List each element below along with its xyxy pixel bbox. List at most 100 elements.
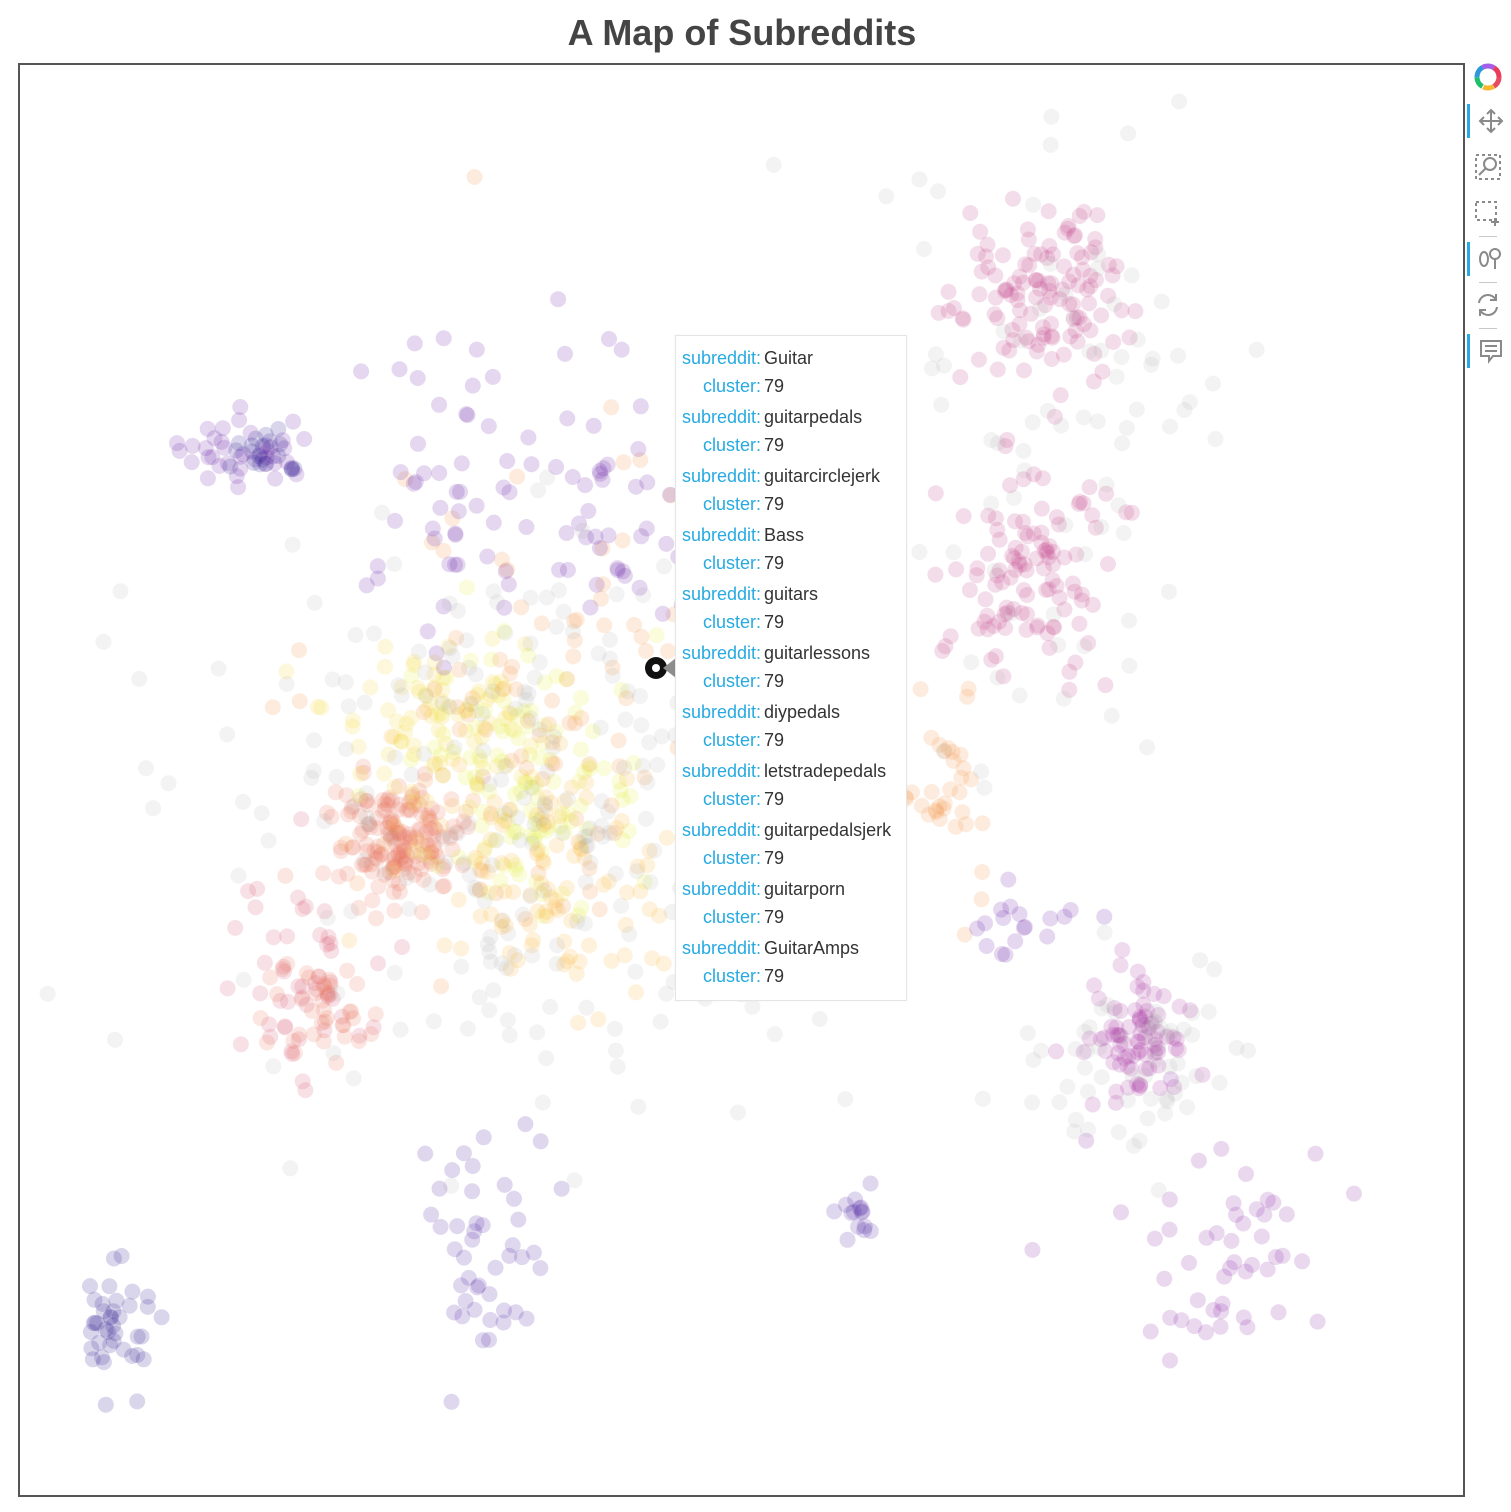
data-point[interactable] — [488, 758, 505, 775]
data-point[interactable] — [993, 946, 1010, 962]
data-point[interactable] — [524, 769, 541, 786]
data-point[interactable] — [496, 805, 513, 822]
data-point[interactable] — [1069, 309, 1085, 326]
data-point[interactable] — [529, 903, 546, 920]
data-point[interactable] — [508, 823, 525, 840]
data-point[interactable] — [548, 955, 565, 972]
data-point[interactable] — [352, 765, 369, 782]
data-point[interactable] — [435, 330, 452, 347]
data-point[interactable] — [351, 808, 368, 825]
data-point[interactable] — [1146, 1014, 1163, 1031]
data-point[interactable] — [294, 989, 311, 1006]
data-point[interactable] — [499, 453, 516, 469]
data-point[interactable] — [516, 790, 533, 806]
data-point[interactable] — [434, 708, 451, 725]
data-point[interactable] — [655, 955, 672, 972]
data-point[interactable] — [423, 849, 440, 866]
data-point[interactable] — [315, 1033, 332, 1050]
data-point[interactable] — [1087, 231, 1104, 247]
data-point[interactable] — [346, 797, 363, 814]
data-point[interactable] — [427, 843, 444, 860]
data-point[interactable] — [513, 599, 530, 616]
data-point[interactable] — [102, 1337, 119, 1354]
data-point[interactable] — [405, 475, 422, 492]
data-point[interactable] — [1129, 963, 1146, 980]
data-point[interactable] — [633, 528, 650, 545]
data-point[interactable] — [955, 760, 972, 777]
data-point[interactable] — [1019, 221, 1036, 238]
data-point[interactable] — [510, 1211, 527, 1228]
data-point[interactable] — [1158, 1090, 1175, 1107]
data-point[interactable] — [1079, 281, 1096, 298]
data-point[interactable] — [971, 286, 988, 303]
data-point[interactable] — [266, 455, 283, 472]
data-point[interactable] — [652, 1013, 669, 1030]
data-point[interactable] — [483, 651, 500, 668]
data-point[interactable] — [1186, 1318, 1203, 1335]
data-point[interactable] — [987, 510, 1004, 527]
data-point[interactable] — [1012, 302, 1028, 319]
data-point[interactable] — [630, 1098, 647, 1115]
data-point[interactable] — [471, 748, 488, 765]
data-point[interactable] — [283, 461, 300, 477]
data-point[interactable] — [1213, 1303, 1230, 1320]
data-point[interactable] — [469, 779, 486, 795]
data-point[interactable] — [484, 368, 501, 385]
data-point[interactable] — [486, 832, 503, 849]
data-point[interactable] — [410, 855, 427, 872]
data-point[interactable] — [580, 827, 597, 844]
data-point[interactable] — [927, 566, 944, 583]
data-point[interactable] — [349, 976, 366, 992]
data-point[interactable] — [362, 679, 379, 696]
data-point[interactable] — [523, 826, 539, 843]
data-point[interactable] — [501, 1027, 518, 1044]
data-point[interactable] — [584, 723, 601, 740]
data-point[interactable] — [1244, 1256, 1260, 1273]
data-point[interactable] — [1065, 296, 1081, 313]
data-point[interactable] — [532, 823, 549, 840]
data-point[interactable] — [277, 867, 294, 884]
data-point[interactable] — [429, 848, 446, 865]
data-point[interactable] — [245, 454, 262, 471]
data-point[interactable] — [1093, 1000, 1110, 1017]
data-point[interactable] — [375, 836, 392, 853]
data-point[interactable] — [1144, 350, 1161, 367]
data-point[interactable] — [1129, 1033, 1146, 1050]
data-point[interactable] — [936, 357, 952, 374]
data-point[interactable] — [1003, 287, 1019, 303]
data-point[interactable] — [1011, 906, 1028, 923]
data-point[interactable] — [1033, 1042, 1050, 1059]
data-point[interactable] — [483, 687, 499, 704]
data-point[interactable] — [424, 520, 441, 537]
data-point[interactable] — [293, 991, 310, 1008]
data-point[interactable] — [940, 303, 957, 319]
data-point[interactable] — [419, 701, 435, 718]
data-point[interactable] — [1121, 612, 1137, 629]
data-point[interactable] — [358, 836, 375, 853]
data-point[interactable] — [129, 1347, 146, 1363]
data-point[interactable] — [1028, 272, 1045, 288]
data-point[interactable] — [970, 351, 987, 368]
data-point[interactable] — [1149, 1044, 1166, 1061]
data-point[interactable] — [850, 1218, 867, 1235]
data-point[interactable] — [1248, 1201, 1265, 1218]
data-point[interactable] — [616, 947, 633, 964]
data-point[interactable] — [1238, 1166, 1254, 1182]
data-point[interactable] — [321, 986, 338, 1003]
data-point[interactable] — [596, 617, 613, 634]
data-point[interactable] — [406, 746, 423, 763]
data-point[interactable] — [482, 805, 499, 822]
data-point[interactable] — [1239, 1319, 1256, 1336]
data-point[interactable] — [862, 1175, 879, 1192]
data-point[interactable] — [1056, 908, 1073, 925]
data-point[interactable] — [390, 844, 407, 861]
data-point[interactable] — [476, 892, 493, 909]
data-point[interactable] — [1009, 292, 1026, 309]
data-point[interactable] — [537, 803, 554, 820]
data-point[interactable] — [547, 755, 563, 772]
data-point[interactable] — [410, 435, 426, 452]
data-point[interactable] — [927, 485, 944, 502]
data-point[interactable] — [428, 645, 445, 662]
data-point[interactable] — [653, 728, 670, 745]
data-point[interactable] — [481, 1286, 498, 1303]
